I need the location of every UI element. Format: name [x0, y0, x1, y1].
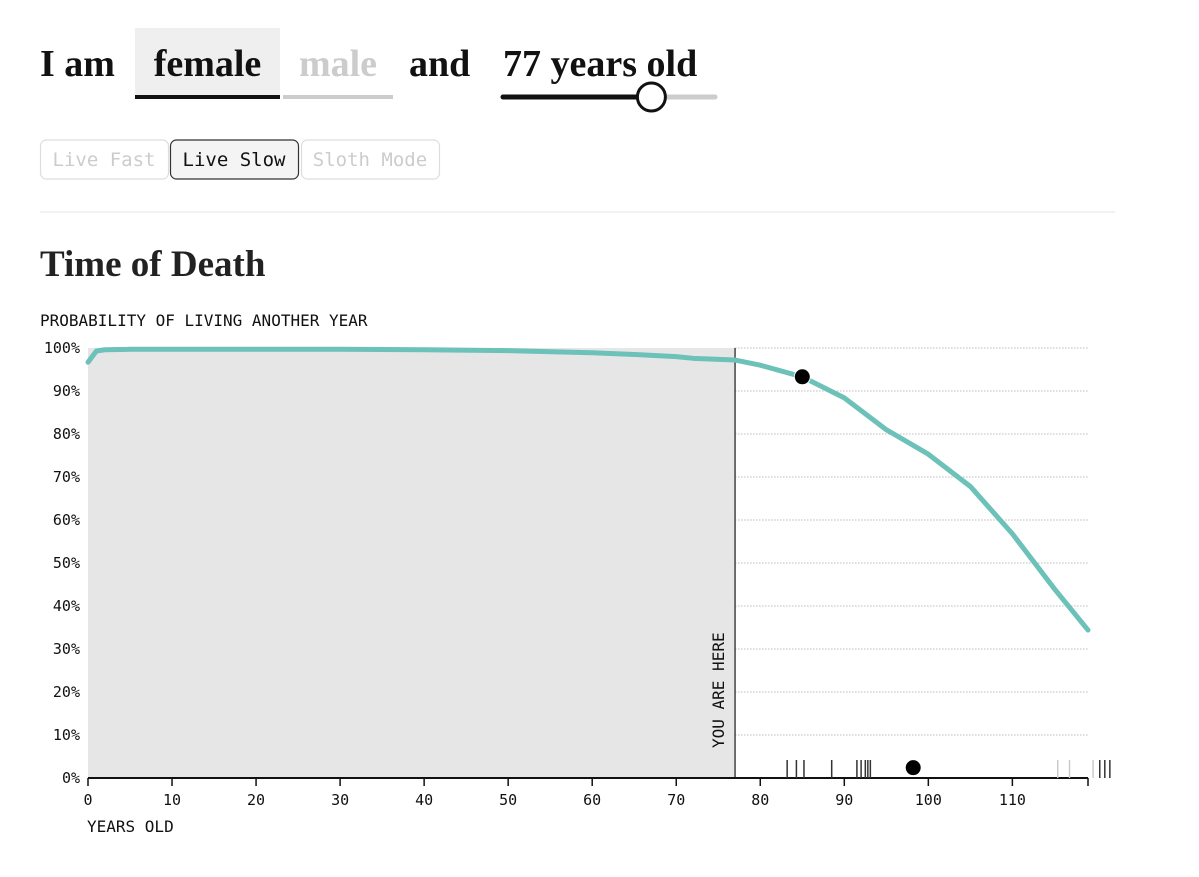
you-are-here-label: YOU ARE HERE [709, 632, 728, 748]
y-tick-label: 40% [53, 597, 80, 615]
mode-button-label: Live Fast [53, 149, 156, 171]
mode-button[interactable] [300, 139, 441, 180]
x-axis-title: YEARS OLD [87, 817, 174, 836]
mode-button-label: Sloth Mode [313, 149, 427, 171]
survival-line [85, 346, 1091, 633]
y-tick-label: 60% [53, 511, 80, 529]
y-axis-title: PROBABILITY OF LIVING ANOTHER YEAR [40, 311, 368, 330]
age-label: 77 years old [503, 43, 697, 85]
option-underline [135, 95, 280, 99]
slider-knob[interactable] [635, 81, 667, 113]
mode-button[interactable] [39, 139, 170, 180]
y-tick-label: 30% [53, 640, 80, 658]
conjunction: and [409, 43, 470, 85]
x-tick-label: 30 [331, 791, 349, 809]
x-tick-label: 0 [83, 791, 92, 809]
lived-area [88, 348, 736, 778]
x-tick-label: 50 [499, 791, 517, 809]
gender-option[interactable]: male [299, 43, 377, 85]
x-tick-label: 70 [667, 791, 685, 809]
x-tick-label: 20 [247, 791, 265, 809]
y-tick-label: 0% [62, 769, 80, 787]
mode-button-label: Live Slow [183, 149, 287, 171]
marker-point [904, 759, 922, 777]
y-tick-label: 100% [44, 339, 80, 357]
x-tick-label: 60 [583, 791, 601, 809]
section-title: Time of Death [40, 244, 266, 285]
option-bg [135, 28, 280, 96]
marker-point [793, 368, 811, 386]
y-tick-label: 10% [53, 726, 80, 744]
gender-option[interactable]: female [154, 43, 262, 85]
x-tick-label: 10 [163, 791, 181, 809]
y-tick-label: 50% [53, 554, 80, 572]
y-tick-label: 90% [53, 382, 80, 400]
mode-button[interactable] [169, 139, 300, 180]
y-tick-label: 80% [53, 425, 80, 443]
x-tick-label: 100 [915, 791, 942, 809]
x-tick-label: 80 [751, 791, 769, 809]
x-tick-label: 40 [415, 791, 433, 809]
y-tick-label: 20% [53, 683, 80, 701]
prefix: I am [40, 43, 115, 85]
x-tick-label: 110 [999, 791, 1026, 809]
x-tick-label: 90 [835, 791, 853, 809]
option-underline [283, 95, 393, 99]
y-tick-label: 70% [53, 468, 80, 486]
